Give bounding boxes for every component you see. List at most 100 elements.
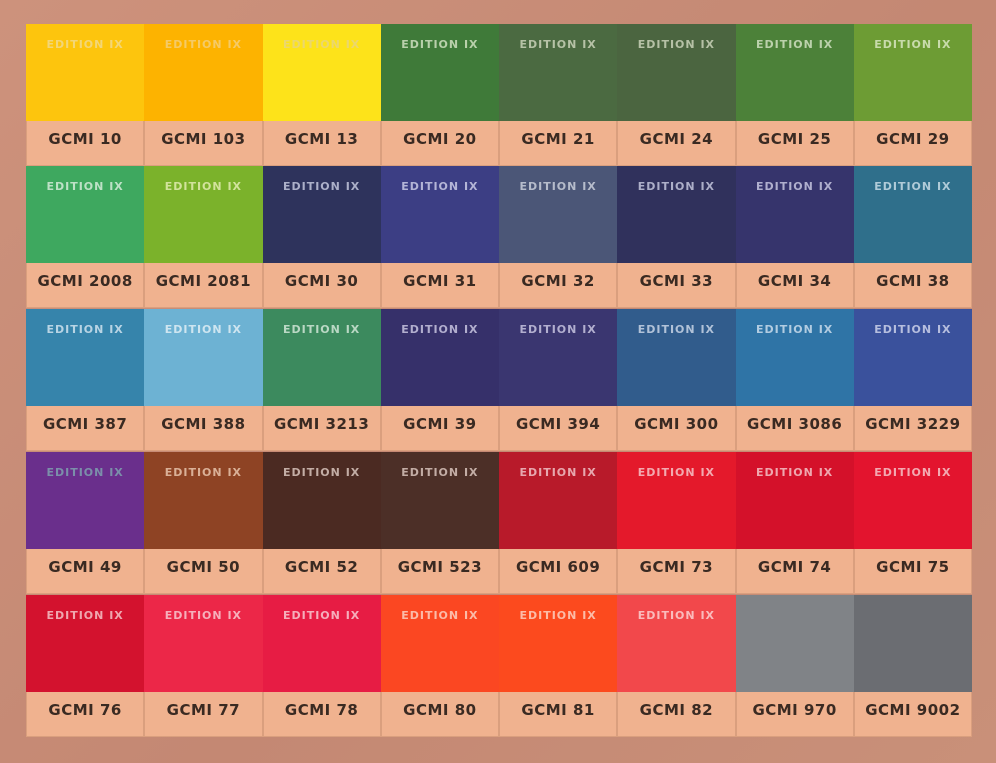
swatch-card: GCMI 9002 bbox=[853, 595, 972, 737]
swatch-code: GCMI 30 bbox=[284, 272, 359, 290]
swatch-code: GCMI 33 bbox=[639, 272, 714, 290]
color-swatch: EDITION IX bbox=[144, 452, 263, 549]
edition-label: EDITION IX bbox=[874, 466, 952, 479]
swatch-code: GCMI 394 bbox=[515, 415, 601, 433]
swatch-code: GCMI 77 bbox=[166, 701, 241, 719]
swatch-code: GCMI 10 bbox=[48, 130, 122, 148]
edition-label: EDITION IX bbox=[637, 180, 716, 193]
swatch-row: EDITION IX GCMI 2008 EDITION IX GCMI 2081 ED… bbox=[26, 166, 972, 310]
color-swatch: EDITION IX bbox=[144, 595, 263, 692]
swatch-code: GCMI 3229 bbox=[865, 415, 961, 433]
swatch-code: GCMI 970 bbox=[752, 701, 837, 719]
edition-label: EDITION IX bbox=[637, 323, 716, 336]
color-swatch: EDITION IX bbox=[735, 452, 854, 549]
color-swatch bbox=[735, 595, 854, 692]
swatch-card: EDITION IX GCMI 394 bbox=[499, 309, 618, 451]
swatch-card: EDITION IX GCMI 49 bbox=[26, 452, 145, 594]
color-swatch: EDITION IX bbox=[735, 166, 854, 263]
swatch-code: GCMI 39 bbox=[403, 415, 477, 433]
swatch-card: EDITION IX GCMI 25 bbox=[735, 24, 854, 166]
swatch-card: EDITION IX GCMI 73 bbox=[617, 452, 736, 594]
swatch-card: EDITION IX GCMI 31 bbox=[380, 166, 499, 308]
color-swatch: EDITION IX bbox=[380, 452, 499, 549]
swatch-card: EDITION IX GCMI 81 bbox=[499, 595, 618, 737]
edition-label: EDITION IX bbox=[755, 180, 834, 193]
color-swatch: EDITION IX bbox=[735, 309, 854, 406]
edition-label: EDITION IX bbox=[519, 323, 597, 336]
edition-label: EDITION IX bbox=[401, 466, 479, 479]
edition-label: EDITION IX bbox=[874, 323, 952, 336]
swatch-card: EDITION IX GCMI 10 bbox=[26, 24, 145, 166]
swatch-card: EDITION IX GCMI 13 bbox=[262, 24, 381, 166]
swatch-card: EDITION IX GCMI 75 bbox=[853, 452, 972, 594]
edition-label: EDITION IX bbox=[164, 609, 243, 622]
color-swatch: EDITION IX bbox=[144, 166, 263, 263]
swatch-code: GCMI 73 bbox=[639, 558, 714, 576]
swatch-code: GCMI 49 bbox=[48, 558, 122, 576]
edition-label: EDITION IX bbox=[46, 323, 124, 336]
swatch-row: EDITION IX GCMI 76 EDITION IX GCMI 77 EDITIO… bbox=[26, 595, 972, 739]
color-swatch: EDITION IX bbox=[26, 166, 145, 263]
swatch-code: GCMI 31 bbox=[403, 272, 477, 290]
color-swatch: EDITION IX bbox=[735, 24, 854, 121]
color-swatch bbox=[853, 595, 972, 692]
color-swatch: EDITION IX bbox=[262, 452, 381, 549]
swatch-card: EDITION IX GCMI 32 bbox=[499, 166, 618, 308]
color-swatch: EDITION IX bbox=[617, 166, 736, 263]
edition-label: EDITION IX bbox=[519, 466, 597, 479]
swatch-code: GCMI 609 bbox=[515, 558, 601, 576]
swatch-code: GCMI 75 bbox=[876, 558, 950, 576]
color-swatch: EDITION IX bbox=[853, 309, 972, 406]
swatch-code: GCMI 3086 bbox=[746, 415, 843, 433]
swatch-code: GCMI 300 bbox=[634, 415, 719, 433]
color-swatch: EDITION IX bbox=[499, 595, 618, 692]
swatch-card: EDITION IX GCMI 74 bbox=[735, 452, 854, 594]
swatch-code: GCMI 82 bbox=[639, 701, 714, 719]
swatch-code: GCMI 78 bbox=[284, 701, 359, 719]
edition-label: EDITION IX bbox=[637, 38, 716, 51]
color-swatch: EDITION IX bbox=[262, 24, 381, 121]
edition-label: EDITION IX bbox=[46, 609, 124, 622]
edition-label: EDITION IX bbox=[401, 609, 479, 622]
swatch-card: EDITION IX GCMI 34 bbox=[735, 166, 854, 308]
swatch-code: GCMI 52 bbox=[284, 558, 359, 576]
edition-label: EDITION IX bbox=[755, 466, 834, 479]
edition-label: EDITION IX bbox=[401, 323, 479, 336]
edition-label: EDITION IX bbox=[164, 38, 243, 51]
color-swatch: EDITION IX bbox=[380, 309, 499, 406]
edition-label: EDITION IX bbox=[519, 38, 597, 51]
edition-label: EDITION IX bbox=[46, 38, 124, 51]
swatch-card: EDITION IX GCMI 52 bbox=[262, 452, 381, 594]
color-swatch: EDITION IX bbox=[499, 166, 618, 263]
swatch-card: EDITION IX GCMI 388 bbox=[144, 309, 263, 451]
edition-label: EDITION IX bbox=[637, 609, 716, 622]
swatch-code: GCMI 34 bbox=[757, 272, 832, 290]
color-swatch: EDITION IX bbox=[499, 452, 618, 549]
swatch-code: GCMI 9002 bbox=[865, 701, 961, 719]
swatch-card: EDITION IX GCMI 76 bbox=[26, 595, 145, 737]
color-swatch: EDITION IX bbox=[26, 452, 145, 549]
swatch-card: EDITION IX GCMI 30 bbox=[262, 166, 381, 308]
color-swatch: EDITION IX bbox=[144, 309, 263, 406]
swatch-code: GCMI 2008 bbox=[37, 272, 133, 290]
swatch-card: EDITION IX GCMI 3213 bbox=[262, 309, 381, 451]
edition-label: EDITION IX bbox=[282, 323, 361, 336]
swatch-code: GCMI 13 bbox=[284, 130, 359, 148]
swatch-card: EDITION IX GCMI 387 bbox=[26, 309, 145, 451]
edition-label: EDITION IX bbox=[164, 466, 243, 479]
swatch-card: EDITION IX GCMI 82 bbox=[617, 595, 736, 737]
swatch-code: GCMI 388 bbox=[161, 415, 246, 433]
swatch-card: EDITION IX GCMI 523 bbox=[380, 452, 499, 594]
color-swatch: EDITION IX bbox=[262, 309, 381, 406]
swatch-code: GCMI 80 bbox=[403, 701, 477, 719]
color-swatch: EDITION IX bbox=[617, 452, 736, 549]
swatch-card: EDITION IX GCMI 103 bbox=[144, 24, 263, 166]
edition-label: EDITION IX bbox=[519, 180, 597, 193]
color-swatch: EDITION IX bbox=[26, 309, 145, 406]
swatch-card: EDITION IX GCMI 77 bbox=[144, 595, 263, 737]
color-swatch: EDITION IX bbox=[26, 595, 145, 692]
swatch-code: GCMI 21 bbox=[521, 130, 595, 148]
swatch-card: EDITION IX GCMI 2008 bbox=[26, 166, 145, 308]
swatch-code: GCMI 76 bbox=[48, 701, 122, 719]
